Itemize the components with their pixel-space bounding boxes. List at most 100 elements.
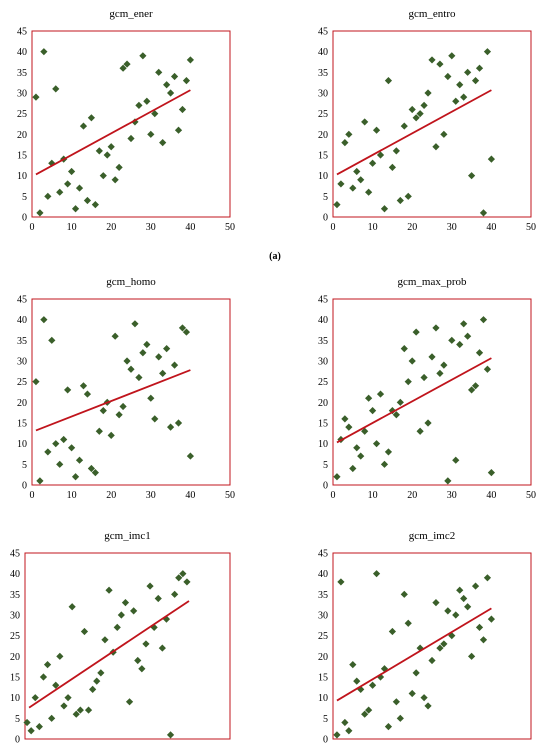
data-point [361,118,369,126]
y-tick-label: 35 [10,590,20,601]
data-point [44,448,52,456]
data-point [174,419,183,427]
data-point [48,159,56,167]
data-point [119,64,127,72]
data-point [432,143,440,151]
data-point [416,644,424,652]
chart-title: gcm_imc1 [104,530,150,542]
data-point [167,423,175,431]
data-point [44,192,52,200]
data-point [174,126,183,134]
data-point [23,718,31,727]
data-point [440,130,448,138]
y-tick-label: 10 [17,171,27,182]
data-point [105,586,113,594]
data-point [345,130,353,138]
data-point [416,110,424,118]
data-point [99,172,107,180]
data-point [101,636,109,644]
data-point [479,636,488,644]
data-point [127,365,135,373]
data-point [107,143,115,151]
data-point [115,163,123,171]
data-point [392,411,400,419]
plot-frame [332,298,532,486]
data-point [436,369,444,377]
y-tick-label: 10 [10,693,20,704]
data-point [135,101,143,109]
data-point [123,357,131,365]
y-tick-label: 35 [318,336,328,347]
data-point [71,205,80,213]
data-point [89,685,97,693]
y-tick-label: 45 [17,27,27,38]
data-point [365,188,373,196]
y-tick-label: 10 [318,693,328,704]
data-point [416,427,424,435]
data-point [408,357,416,365]
trendline [35,89,191,176]
data-point [460,93,468,101]
data-point [143,97,151,105]
y-tick-label: 30 [17,89,27,100]
y-tick-label: 40 [318,47,328,58]
data-point [468,172,476,180]
data-point [134,656,142,665]
data-point [163,345,171,353]
data-point [444,72,452,81]
data-point [36,209,44,217]
data-point [93,677,101,685]
data-point [32,93,40,101]
y-tick-label: 5 [22,460,27,471]
data-point [392,698,400,706]
data-point [52,440,60,448]
chart-gcm_ener: gcm_ener 0 5 10 15 20 25 30 35 40 45 0 10 20 30 40 50 [17,8,235,233]
x-tick-label: 20 [106,222,116,233]
data-point [361,710,369,718]
data-point [117,611,125,619]
data-point [428,56,436,64]
y-tick-label: 25 [17,377,27,388]
data-point [170,72,179,81]
data-point [178,324,187,332]
plot-frame [31,30,231,218]
y-tick-label: 0 [15,735,20,744]
data-point [460,320,468,328]
data-point [179,570,187,578]
data-point [162,615,171,623]
y-tick-label: 30 [17,357,27,368]
data-point [68,167,76,176]
data-point [143,340,151,349]
data-point [158,644,166,652]
data-point [27,727,35,735]
data-point [52,85,60,93]
data-point [400,345,408,353]
data-point [424,702,432,710]
data-point [464,332,472,340]
data-point [404,378,412,386]
data-point [428,656,436,665]
chart-title: gcm_entro [408,8,456,20]
data-point [83,390,92,398]
x-tick-label: 50 [526,490,536,501]
x-tick-label: 30 [146,222,156,233]
data-point [127,134,135,143]
y-tick-label: 25 [318,377,328,388]
x-tick-label: 30 [146,490,156,501]
data-point [372,126,381,134]
data-point [341,718,349,727]
data-point [452,456,460,464]
data-point [380,460,389,468]
data-point [36,477,44,485]
data-point [369,407,377,415]
data-point [440,640,448,648]
y-tick-label: 20 [17,398,27,409]
data-point [166,731,175,739]
chart-gcm_imc2: gcm_imc205101520253035404501020304050 [318,530,532,744]
data-point [40,316,48,324]
chart-gcm_imc1: gcm_imc105101520253035404501020304050 [10,530,231,744]
trendline [28,600,190,709]
data-point [464,603,472,611]
y-tick-label: 45 [318,549,328,560]
